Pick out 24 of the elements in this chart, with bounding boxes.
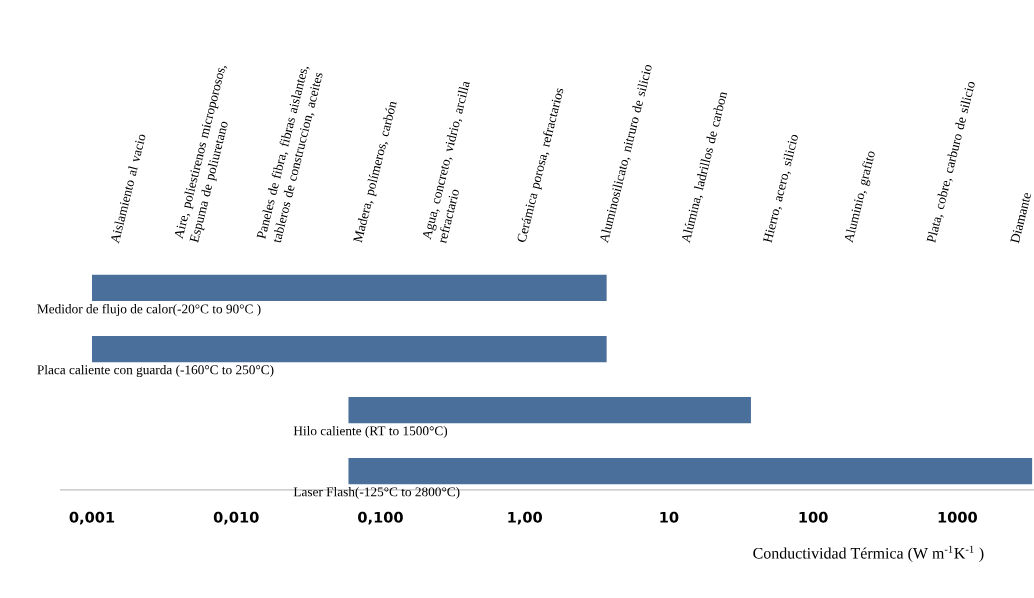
y-tick-label: Placa caliente con guarda (-160°C to 250°C) <box>37 364 274 378</box>
x-tick-label: 100 <box>799 511 828 523</box>
text: Madera, polímeros, carbón <box>353 101 397 243</box>
text: Plata, cobre, carburo de silicio <box>926 81 975 243</box>
text: Cerámica porosa, refractarios <box>517 88 564 242</box>
y-tick-label: Laser Flash(-125°C to 2800°C) <box>293 486 460 500</box>
text: Hierro, acero, silicio <box>763 134 798 244</box>
y-tick-label: Hilo caliente (RT to 1500°C) <box>293 425 448 439</box>
x-axis-title: Conductividad Térmica (W m$^{-1}$K$^{-1}$ ) <box>753 545 984 562</box>
x-tick-label: 0,100 <box>358 511 403 525</box>
text: Diamante <box>1010 193 1031 244</box>
x-tick-label: 10 <box>660 511 679 523</box>
x-tick-label: 1000 <box>938 511 977 523</box>
x-tick-label: 0,010 <box>213 511 259 525</box>
x-tick-label: 0,001 <box>69 511 115 525</box>
bar <box>92 274 607 302</box>
text: Alúmina, ladrillos de carbon <box>682 92 728 244</box>
text: Agua, concreto, vidrio, arcilla refractario <box>423 81 470 244</box>
bar <box>348 396 751 424</box>
y-tick-label: Medidor de flujo de calor(-20°C to 90°C ) <box>37 303 261 317</box>
text: Aluminio, grafito <box>844 151 875 244</box>
x-tick-label: 1,00 <box>508 511 542 525</box>
bar <box>348 457 1033 485</box>
bar <box>92 335 607 363</box>
